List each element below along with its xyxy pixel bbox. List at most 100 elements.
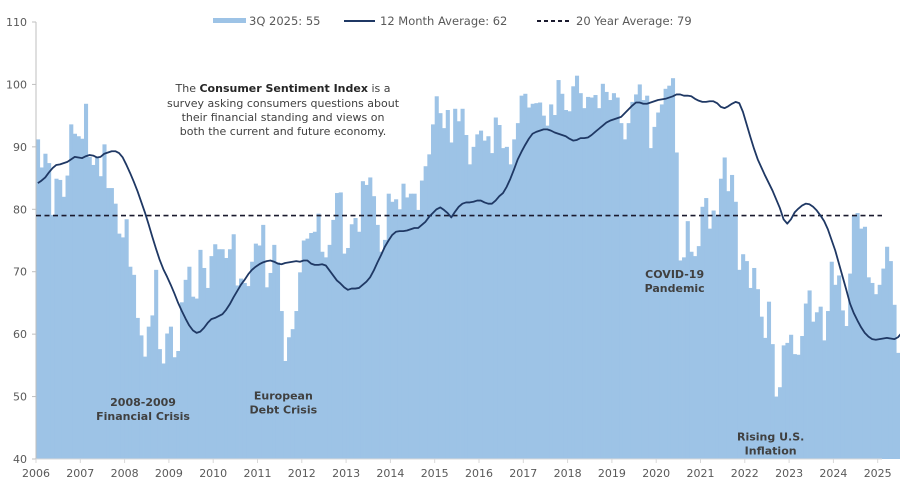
bar [818,306,823,459]
bar [814,312,820,459]
x-tick-label: 2020 [642,467,670,480]
callout-line-1: The Consumer Sentiment Index is a [175,82,391,95]
bar [309,233,314,459]
bar [386,193,391,459]
bar [641,100,646,459]
annotation-label: 2008-2009 [110,396,176,409]
bar [615,97,620,459]
bar [36,139,41,459]
bar [545,125,550,459]
bar [250,261,255,459]
bar [730,174,735,459]
bar [704,198,709,460]
bar [220,249,225,459]
bar [364,184,369,459]
bar [718,178,724,459]
bar [508,164,513,459]
y-tick-label: 80 [13,203,27,216]
bar [611,93,616,460]
bar [290,329,295,459]
bar [862,226,868,459]
bar [268,272,273,459]
bar [589,97,594,459]
bar [763,337,768,459]
bar [419,180,425,459]
bar [851,215,856,459]
bar [829,261,834,459]
bar [135,317,140,459]
bar [239,278,244,459]
bar [800,336,805,459]
bar [87,156,92,459]
bar [789,334,794,459]
bar [460,108,465,459]
bar [331,219,336,459]
callout-prefix: The [175,82,200,95]
bar [586,96,591,459]
y-tick-label: 100 [6,78,27,91]
bar [556,80,561,459]
bar [563,110,568,460]
bar [275,262,281,459]
bar [442,128,447,459]
bar [209,256,214,459]
bar [43,153,48,459]
bar [449,142,454,460]
bar [294,311,299,459]
legend-label-12-month: 12 Month Average: 62 [380,14,507,28]
x-tick-label: 2021 [687,467,715,480]
bar [50,214,55,459]
bar [870,282,875,459]
bar [715,215,720,459]
annotation-label: COVID-19 [645,268,704,281]
bar [168,326,173,459]
bar [696,246,701,459]
bar [298,272,303,459]
bar [752,267,757,459]
bar [700,206,705,459]
bar [582,108,587,460]
legend: 3Q 2025: 55 12 Month Average: 62 20 Year… [213,14,692,28]
bar [283,360,288,459]
bar [567,111,572,460]
bar [840,310,845,459]
bar [69,124,74,459]
annotation-label: Financial Crisis [96,410,190,423]
bar [881,268,886,459]
bar [490,153,495,459]
x-tick-label: 2024 [819,467,847,480]
bar [357,231,362,459]
x-tick-label: 2011 [244,467,272,480]
bar [482,140,487,460]
bar [161,363,166,459]
bar [179,302,185,459]
bar [113,203,118,459]
bar [183,279,188,459]
bar [526,107,532,459]
bar [541,115,546,459]
bar [811,321,816,459]
bar [744,261,749,459]
bar [349,224,354,459]
bar [674,152,679,460]
annotation-label: Rising U.S. [737,430,804,443]
bar [150,315,155,459]
bar [685,221,690,459]
x-tick-label: 2008 [111,467,139,480]
bar [65,175,70,459]
bar [689,251,694,459]
bar [165,333,170,459]
bar [120,237,125,459]
bar [72,133,78,459]
x-tick-label: 2019 [598,467,626,480]
bar [124,219,129,459]
bar [663,88,668,460]
bar [512,139,517,459]
bar [848,273,853,459]
bar [198,249,203,459]
bar [630,101,635,459]
bar [98,176,103,459]
bar [552,115,557,460]
bar [667,85,672,460]
